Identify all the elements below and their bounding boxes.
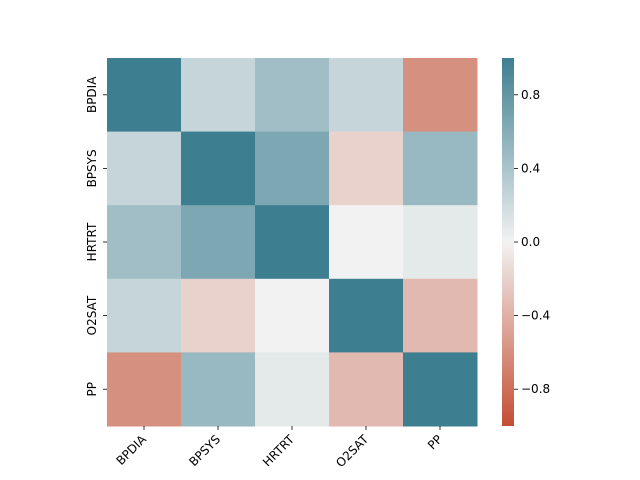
x-tick-label: PP [425,432,445,452]
colorbar-tick-label: 0.4 [521,161,540,175]
heatmap-cell [107,131,182,206]
x-tick-label: BPSYS [186,432,223,469]
y-tick-label: BPSYS [85,149,99,187]
heatmap-cell [107,352,182,427]
heatmap-cell [181,205,256,280]
y-tick-label: O2SAT [85,295,99,335]
heatmap-cell [403,58,478,133]
colorbar-tick-label: 0.0 [521,235,540,249]
heatmap-cell [255,352,330,427]
colorbar-tick-label: 0.8 [521,88,540,102]
heatmap-cell [329,58,404,133]
colorbar-gradient [502,58,514,426]
heatmap-cell [329,131,404,206]
y-axis: BPDIA BPSYS HRTRT O2SAT PP [85,76,107,396]
heatmap-cell [403,278,478,353]
heatmap-cell [255,131,330,206]
heatmap-cell [255,58,330,133]
heatmap-cell [329,352,404,427]
heatmap-cell [329,205,404,280]
heatmap-cell [107,205,182,280]
heatmap-cell [329,278,404,353]
heatmap-cell [255,278,330,353]
y-tick-label: PP [85,382,99,396]
heatmap-cell [403,131,478,206]
heatmap-cell [181,131,256,206]
x-tick-label: O2SAT [333,432,371,470]
heatmap-cell [403,205,478,280]
heatmap-cell [181,278,256,353]
heatmap-cell [181,352,256,427]
x-tick-label: HRTRT [260,432,298,470]
heatmap-cell [107,58,182,133]
x-axis: BPDIA BPSYS HRTRT O2SAT PP [113,426,445,470]
y-tick-label: BPDIA [85,76,99,113]
colorbar-tick-label: −0.4 [521,309,550,323]
heatmap-cells [107,58,478,427]
heatmap-cell [403,352,478,427]
heatmap-cell [255,205,330,280]
y-tick-label: HRTRT [85,222,99,261]
x-tick-label: BPDIA [113,432,149,468]
colorbar: 0.8 0.4 0.0 −0.4 −0.8 [502,58,550,426]
heatmap-cell [107,278,182,353]
heatmap-cell [181,58,256,133]
colorbar-tick-label: −0.8 [521,382,550,396]
